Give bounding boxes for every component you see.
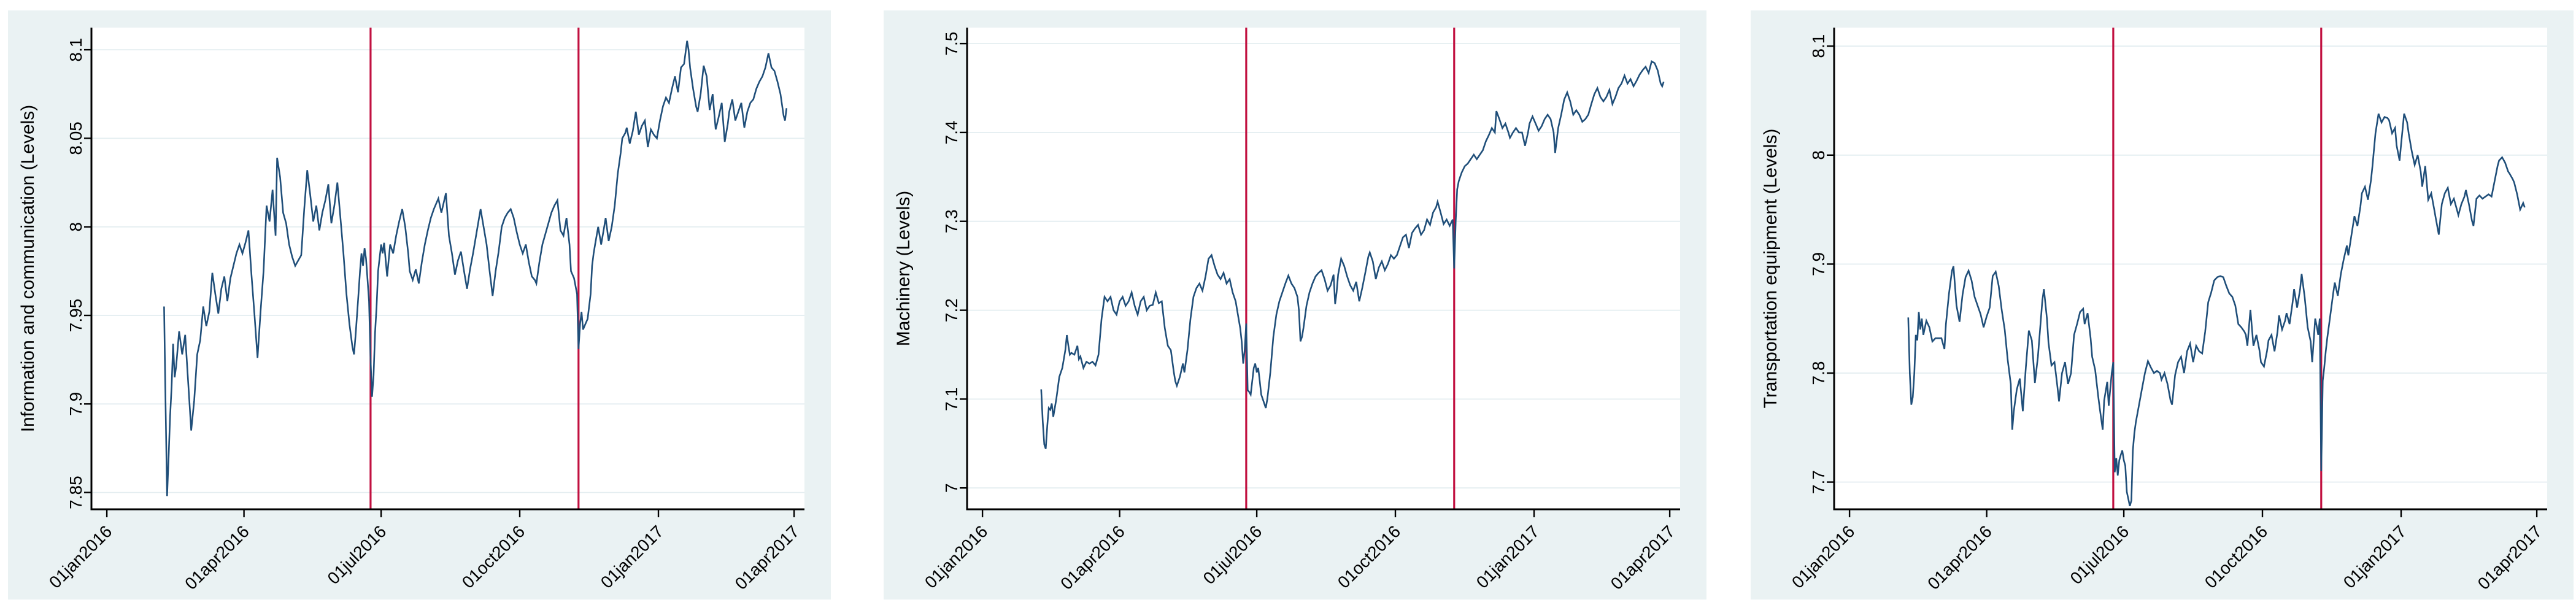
x-tick-label: 01jan2017 (597, 522, 667, 592)
y-tick-label: 8.1 (66, 38, 85, 62)
x-tick-label: 01jan2016 (45, 522, 115, 592)
x-tick-label: 01oct2016 (458, 522, 528, 592)
x-tick-label: 01oct2016 (2201, 522, 2271, 592)
y-tick-label: 7.1 (942, 387, 961, 411)
y-axis-ticks: 7.7 7.8 7.9 8 8.1 (1809, 34, 1834, 494)
x-tick-label: 01apr2016 (1924, 522, 1996, 593)
series-line (1907, 113, 2526, 507)
y-tick-label: 7.3 (942, 209, 961, 233)
y-axis-title: Information and communication (Levels) (18, 105, 38, 433)
x-tick-label: 01jan2016 (1788, 522, 1858, 592)
y-tick-label: 8.1 (1809, 34, 1828, 58)
y-tick-label: 7.85 (66, 476, 85, 509)
y-tick-label: 8 (1809, 150, 1828, 160)
transportation-equipment-chart: 7.7 7.8 7.9 8 8.1 01jan2016 01apr2016 01jul2016… (1760, 28, 2547, 593)
plot-area (1834, 28, 2547, 509)
x-tick-label: 01jan2017 (1473, 522, 1543, 592)
x-axis-ticks: 01jan2016 01apr2016 01jul2016 01oct2016 01ja… (45, 509, 803, 593)
x-tick-label: 01jan2017 (2340, 522, 2410, 592)
gridlines (91, 49, 804, 493)
y-axis-ticks: 7.85 7.9 7.95 8 8.05 8.1 (66, 38, 91, 509)
x-tick-label: 01apr2016 (1057, 522, 1128, 593)
chart-card-transportation-equipment: 7.7 7.8 7.9 8 8.1 01jan2016 01apr2016 01jul2016… (1751, 10, 2574, 600)
axes (966, 28, 1680, 511)
x-tick-label: 01jan2016 (921, 522, 991, 592)
x-axis-ticks: 01jan2016 01apr2016 01jul2016 01oct2016 01ja… (921, 509, 1678, 593)
x-tick-label: 01apr2017 (1607, 522, 1679, 593)
y-tick-label: 7.2 (942, 298, 961, 322)
y-tick-label: 7.9 (1809, 252, 1828, 276)
axes (90, 28, 804, 511)
y-tick-label: 7.9 (66, 392, 85, 416)
event-lines (369, 28, 580, 509)
y-tick-label: 8.05 (66, 121, 85, 155)
gridlines (967, 43, 1680, 489)
y-tick-label: 7.95 (66, 299, 85, 333)
x-tick-label: 01oct2016 (1334, 522, 1404, 592)
x-axis-ticks: 01jan2016 01apr2016 01jul2016 01oct2016 01ja… (1788, 509, 2545, 593)
y-tick-label: 7 (942, 483, 961, 493)
y-axis-title: Transportation equipment (Levels) (1760, 129, 1781, 409)
x-tick-label: 01jul2016 (324, 522, 390, 588)
chart-card-machinery: 7 7.1 7.2 7.3 7.4 7.5 01jan2016 01apr2016 01jul2… (884, 10, 1706, 600)
y-axis-title: Machinery (Levels) (893, 191, 914, 346)
chart-card-information-and-communication: 7.85 7.9 7.95 8 8.05 8.1 01jan2016 01apr2016 01j… (8, 10, 831, 600)
x-tick-label: 01apr2017 (2474, 522, 2546, 593)
y-axis-ticks: 7 7.1 7.2 7.3 7.4 7.5 (942, 32, 967, 493)
axes (1833, 28, 2547, 511)
series-line (163, 40, 788, 496)
x-tick-label: 01apr2016 (181, 522, 253, 593)
x-tick-label: 01jul2016 (2067, 522, 2133, 588)
x-tick-label: 01apr2017 (731, 522, 803, 593)
y-tick-label: 7.4 (942, 120, 961, 144)
gridlines (1834, 45, 2547, 483)
series-line (1040, 60, 1665, 449)
plot-area (967, 28, 1680, 509)
x-tick-label: 01jul2016 (1200, 522, 1266, 588)
y-tick-label: 8 (66, 222, 85, 232)
y-tick-label: 7.5 (942, 32, 961, 56)
y-tick-label: 7.7 (1809, 470, 1828, 494)
y-tick-label: 7.8 (1809, 361, 1828, 385)
machinery-chart: 7 7.1 7.2 7.3 7.4 7.5 01jan2016 01apr2016 01jul2… (893, 28, 1680, 593)
plot-area (91, 28, 804, 509)
